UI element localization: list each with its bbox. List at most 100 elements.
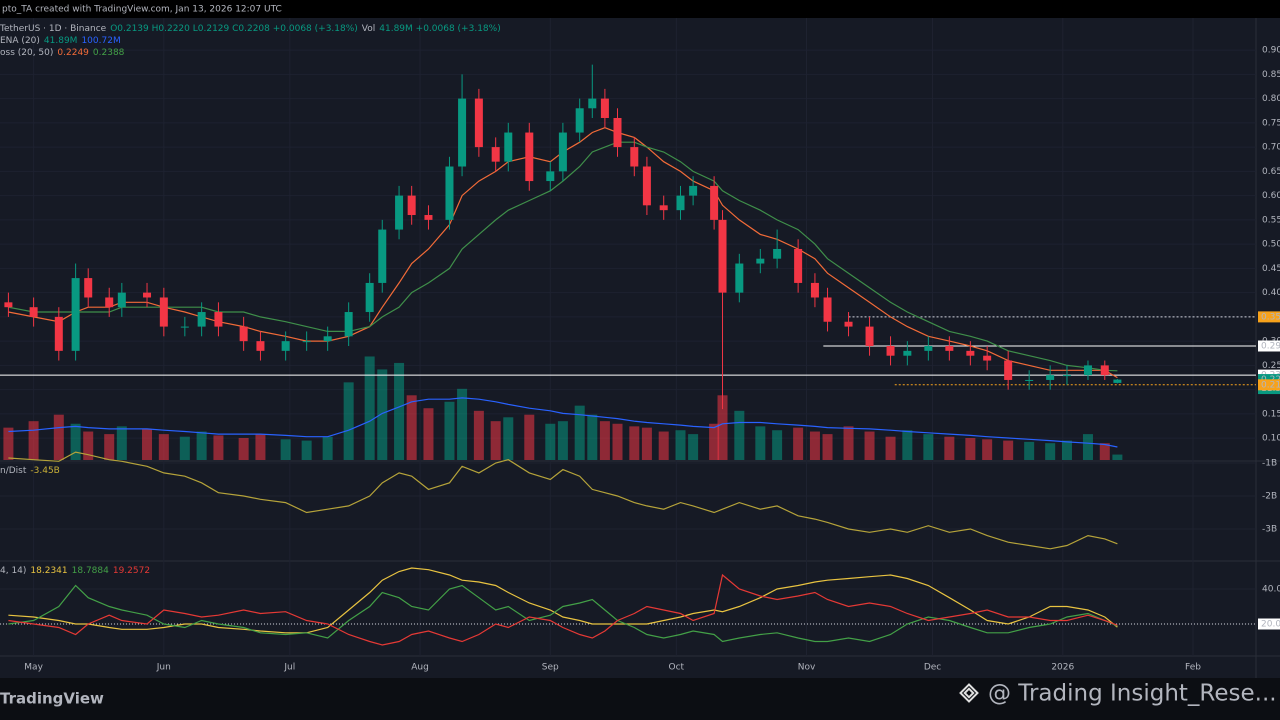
price-tag-label: 0.21 [1261, 380, 1280, 390]
volume-bar [587, 414, 598, 460]
candle-body [735, 263, 744, 293]
candle-body [588, 98, 597, 109]
candle-body [29, 307, 38, 317]
y-tick-label: 0.60 [1262, 191, 1280, 201]
candle-body [924, 345, 933, 351]
candle-body [378, 229, 387, 283]
volume-bar [1024, 441, 1035, 460]
volume-bar [158, 434, 169, 460]
price-tag [1258, 340, 1280, 352]
y-tick-label: 0.25 [1262, 361, 1280, 371]
volume-bar [457, 388, 468, 460]
legend: 4, 14) 18.2341 18.7884 19.2572 [0, 566, 150, 576]
x-tick-label: Aug [411, 663, 429, 673]
header-text: pto_TA created with TradingView.com, Jan… [2, 5, 282, 15]
candle-body [1004, 360, 1013, 380]
candle-body [4, 302, 13, 308]
candle-body [689, 185, 698, 196]
volume-bar [473, 410, 484, 460]
candle-body [54, 316, 63, 351]
volume-bar [793, 427, 804, 460]
volume-bar [599, 421, 610, 460]
candle-body [546, 171, 555, 182]
candle-body [281, 341, 290, 351]
candle-body [84, 278, 93, 298]
volume-bar [1045, 443, 1056, 460]
candle-body [474, 98, 483, 148]
volume-bar [982, 439, 993, 460]
volume-bar [709, 423, 720, 460]
candle-body [794, 248, 803, 283]
candle-body [445, 166, 454, 220]
candle-body [214, 312, 223, 327]
header-bar [0, 0, 1280, 18]
candle-body [302, 341, 311, 343]
volume-bar [717, 395, 728, 460]
candle-body [810, 282, 819, 298]
candle-body [105, 297, 114, 308]
volume-bar [557, 421, 568, 460]
volume-bar [1099, 443, 1110, 460]
x-tick-label: Dec [924, 663, 941, 673]
candle-body [239, 326, 248, 342]
y-tick-label: 0.45 [1262, 264, 1280, 274]
candle-body [659, 205, 668, 211]
volume-bar [885, 436, 896, 460]
volume-bar [902, 430, 913, 460]
price-tag-label: 0.29 [1261, 341, 1280, 351]
y-tick-label: 0.50 [1262, 240, 1280, 250]
candle-body [117, 292, 126, 308]
volume-bar [444, 401, 455, 460]
y-tick-label: -2B [1262, 491, 1277, 501]
volume-bar [301, 440, 312, 460]
volume-bar [629, 426, 640, 460]
price-tag-label: 20.0 [1261, 620, 1280, 630]
logo: TradingView [0, 690, 104, 708]
volume-bar [406, 395, 417, 460]
volume-bar [1082, 434, 1093, 460]
line-series [8, 573, 1118, 646]
legend-item: 41.89M [44, 36, 78, 46]
y-tick-label: 0.15 [1262, 409, 1280, 419]
volume-bar [1112, 454, 1123, 460]
volume-bar [822, 434, 833, 460]
x-tick-label: Sep [542, 663, 559, 673]
volume-bar [3, 427, 14, 460]
legend: TetherUS · 1D · Binance O0.2139 H0.2220 L… [0, 24, 501, 34]
legend-item: 0.2249 [57, 48, 89, 58]
volume-bar [53, 414, 64, 460]
x-tick-label: 2026 [1051, 663, 1074, 673]
legend-item: ENA (20) [0, 36, 40, 46]
volume-bar [965, 438, 976, 460]
volume-bar [70, 423, 81, 460]
legend-item: -3.45B [30, 466, 59, 476]
legend: ENA (20) 41.89M 100.72M [0, 36, 121, 46]
candle-body [676, 195, 685, 211]
candle-body [365, 282, 374, 313]
volume-bar [944, 436, 955, 460]
volume-bar [641, 427, 652, 460]
volume-bar [1061, 440, 1072, 460]
y-tick-label: 0.65 [1262, 167, 1280, 177]
volume-bar [658, 431, 669, 460]
x-tick-label: Jun [156, 663, 171, 673]
candle-body [525, 132, 534, 182]
volume-bar [280, 439, 291, 460]
volume-ma [8, 397, 1118, 448]
volume-bar [612, 423, 623, 460]
price-tag [1258, 311, 1280, 323]
volume-bar [394, 362, 405, 460]
volume-bar [490, 421, 501, 460]
candle-body [558, 132, 567, 172]
volume-bar [83, 431, 94, 460]
y-tick-label: -1B [1262, 458, 1277, 468]
volume-bar [377, 369, 388, 460]
candle-body [718, 219, 727, 293]
candle-body [1100, 365, 1109, 376]
y-tick-label: 0.55 [1262, 215, 1280, 225]
y-tick-label: 40.0 [1262, 584, 1280, 594]
candle-body [71, 278, 80, 351]
y-tick-label: 0.75 [1262, 118, 1280, 128]
volume-bar [364, 356, 375, 460]
